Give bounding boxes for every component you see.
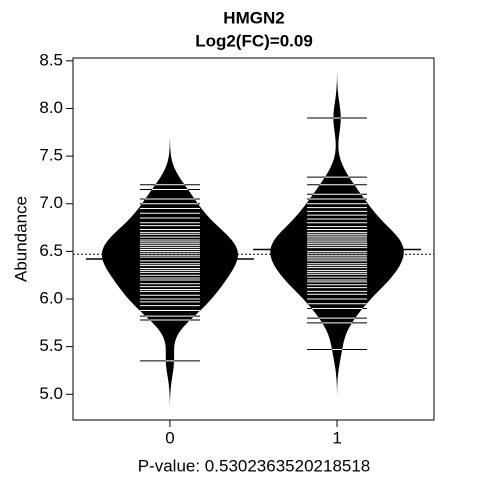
x-tick-label: 0 [165, 428, 174, 447]
bean [101, 139, 238, 407]
y-tick-label: 7.5 [39, 146, 63, 165]
chart-title: HMGN2 [223, 8, 284, 27]
x-axis-label: P-value: 0.5302363520218518 [138, 456, 371, 475]
x-tick-label: 1 [332, 428, 341, 447]
y-tick-label: 5.0 [39, 384, 63, 403]
y-tick-label: 8.0 [39, 98, 63, 117]
y-tick-label: 6.0 [39, 289, 63, 308]
y-tick-label: 5.5 [39, 336, 63, 355]
chart-subtitle: Log2(FC)=0.09 [195, 31, 313, 50]
y-axis-label: Abundance [11, 196, 30, 282]
y-tick-label: 8.5 [39, 50, 63, 69]
y-tick-label: 7.0 [39, 193, 63, 212]
plot-frame [72, 57, 435, 421]
y-tick-label: 6.5 [39, 241, 63, 260]
